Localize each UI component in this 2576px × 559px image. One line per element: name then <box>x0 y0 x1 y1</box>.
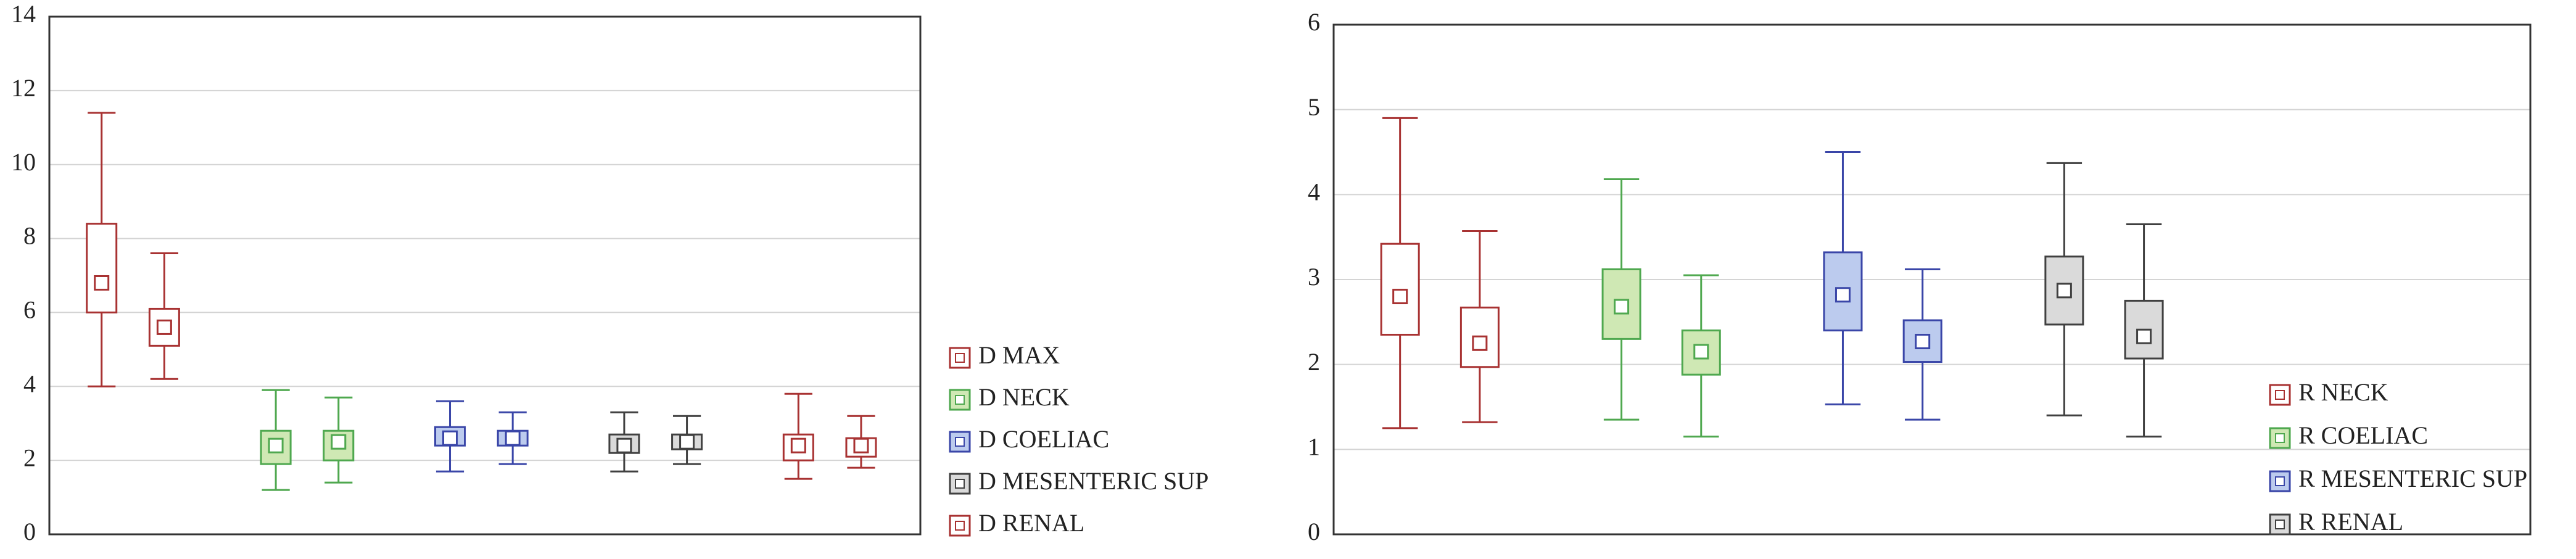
median-marker <box>790 437 806 453</box>
legend-swatch-marker <box>955 479 965 489</box>
y-tick-label: 4 <box>23 370 36 397</box>
legend-swatch <box>949 431 971 453</box>
median-marker <box>853 437 869 453</box>
median-marker <box>1392 289 1408 305</box>
median-marker <box>2056 283 2072 299</box>
plot-frame <box>48 15 922 536</box>
median-marker <box>268 437 284 453</box>
y-tick-label: 2 <box>1308 348 1320 376</box>
y-tick-label: 12 <box>11 74 36 102</box>
legend-swatch-marker <box>955 437 965 447</box>
y-tick-label: 6 <box>1308 8 1320 36</box>
y-tick-label: 1 <box>1308 433 1320 461</box>
legend-swatch-marker <box>955 521 965 531</box>
median-marker <box>2136 328 2152 344</box>
legend-swatch-marker <box>2275 476 2285 486</box>
y-tick-label: 4 <box>1308 178 1320 206</box>
legend-label: D MESENTERIC SUP <box>978 467 1208 495</box>
median-marker <box>679 434 695 450</box>
median-marker <box>1693 344 1709 360</box>
median-marker <box>616 437 632 453</box>
y-tick-label: 14 <box>11 0 36 28</box>
median-marker <box>1614 299 1630 315</box>
median-marker <box>505 430 521 446</box>
legend-label: R RENAL <box>2298 508 2403 536</box>
median-marker <box>1835 287 1851 303</box>
y-tick-label: 6 <box>23 296 36 324</box>
y-tick-label: 0 <box>1308 518 1320 545</box>
legend-label: R MESENTERIC SUP <box>2298 465 2527 492</box>
y-tick-label: 2 <box>23 444 36 471</box>
median-marker <box>442 430 458 446</box>
y-tick-label: 0 <box>23 518 36 545</box>
y-tick-label: 5 <box>1308 93 1320 121</box>
median-marker <box>156 319 172 335</box>
legend-label: D RENAL <box>978 509 1084 537</box>
y-tick-label: 3 <box>1308 263 1320 291</box>
median-marker <box>1472 335 1488 351</box>
median-marker <box>94 275 110 291</box>
y-tick-label: 8 <box>23 222 36 250</box>
legend-swatch-marker <box>2275 390 2285 400</box>
plot-frame <box>1332 23 2532 536</box>
median-marker <box>1915 333 1931 349</box>
legend-label: D COELIAC <box>978 425 1109 453</box>
legend-label: R COELIAC <box>2298 421 2428 449</box>
legend-swatch-marker <box>955 353 965 363</box>
box <box>1902 319 1942 363</box>
median-marker <box>331 434 347 450</box>
legend-label: R NECK <box>2298 378 2388 406</box>
legend-label: D NECK <box>978 383 1070 411</box>
legend-swatch-marker <box>2275 433 2285 443</box>
legend-swatch-marker <box>2275 520 2285 529</box>
legend-label: D MAX <box>978 341 1060 369</box>
legend-swatch-marker <box>955 395 965 405</box>
box <box>86 223 118 313</box>
y-tick-label: 10 <box>11 148 36 176</box>
